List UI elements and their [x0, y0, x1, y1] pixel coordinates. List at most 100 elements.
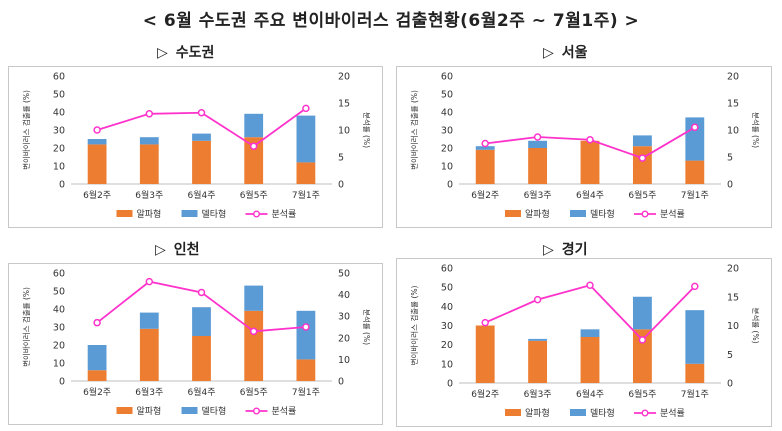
x-tick-label: 6월2주 [471, 189, 499, 201]
y2-tick-label: 30 [338, 312, 350, 323]
y-tick-label: 40 [53, 305, 65, 316]
y2-tick-label: 20 [727, 72, 739, 83]
y-tick-label: 60 [441, 72, 453, 83]
bar-alpha [139, 328, 159, 381]
chart-incheon: 0 10 20 30 40 50 60 0 10 20 30 40 50 변이바이러스 검출률 (%) 분석… [8, 263, 383, 425]
bar-delta [192, 133, 211, 141]
rate-point [638, 154, 647, 162]
x-tick-label: 6월3주 [135, 386, 163, 398]
y2-tick-label: 10 [727, 126, 739, 137]
y2-tick-label: 10 [727, 321, 739, 332]
chart-seoul-svg: 0 10 20 30 40 50 60 0 5 10 15 20 변이바이러스 검출률 (%) 분석률 (… [409, 72, 761, 221]
bar-delta [244, 113, 264, 138]
y-tick-label: 20 [441, 144, 453, 155]
x-tick-label: 6월2주 [83, 386, 111, 398]
y2-tick-label: 5 [727, 153, 733, 164]
x-tick-label: 6월5주 [240, 189, 268, 201]
x-tick-label: 6월3주 [524, 388, 552, 400]
y2-tick-label: 0 [338, 180, 344, 191]
y2-tick-label: 15 [338, 99, 350, 110]
rate-point [533, 295, 542, 304]
y2-tick-label: 5 [338, 153, 344, 164]
bar-delta [244, 285, 264, 311]
legend-label-delta: 델타형 [202, 405, 227, 417]
legend-label-alpha: 알파형 [525, 209, 550, 220]
bar-alpha [87, 370, 107, 381]
legend-point-rate [252, 210, 260, 218]
y2-tick-label: 15 [727, 292, 739, 303]
bar-delta [580, 329, 600, 337]
legend-label-alpha: 알파형 [137, 209, 162, 220]
chart-gyeonggi-svg: 0 10 20 30 40 50 60 0 5 10 15 20 변이바이러스 검출률 (%) 분석률 (… [409, 264, 761, 420]
bar-alpha [528, 148, 548, 184]
x-tick-label: 7월1주 [681, 388, 709, 400]
legend-label-rate: 분석률 [272, 406, 297, 417]
legend-swatch-delta [181, 407, 198, 414]
legend-label-delta: 델타형 [202, 208, 227, 220]
y2-tick-label: 20 [338, 72, 350, 83]
y-axis-label: 변이바이러스 검출률 (%) [21, 287, 31, 367]
y-tick-label: 60 [53, 72, 65, 83]
legend-swatch-delta [181, 210, 198, 217]
y-tick-label: 0 [59, 180, 65, 191]
chart-title: 경기 [561, 242, 588, 258]
panel-title-seoul: ▷ 서울 [543, 42, 588, 62]
y-axis-label: 변이바이러스 검출률 (%) [409, 90, 419, 170]
bar-alpha [296, 359, 316, 381]
x-tick-label: 6월3주 [135, 189, 163, 201]
y-axis-label: 변이바이러스 검출률 (%) [409, 286, 419, 366]
bar-delta [632, 296, 652, 330]
y-tick-label: 20 [53, 341, 65, 352]
legend-swatch-alpha [116, 407, 133, 414]
bar-alpha [192, 140, 211, 184]
rate-point [481, 318, 489, 327]
x-tick-label: 6월4주 [576, 388, 604, 400]
x-tick-label: 6월5주 [628, 388, 656, 400]
x-tick-label: 7월1주 [292, 386, 320, 398]
x-tick-label: 6월5주 [628, 189, 656, 201]
rate-point [691, 282, 699, 291]
y2-axis-label: 분석률 (%) [751, 112, 761, 148]
rate-point [93, 126, 101, 134]
bar-delta [139, 137, 159, 145]
y-tick-label: 30 [441, 126, 453, 137]
legend-label-alpha: 알파형 [525, 408, 550, 419]
legend-swatch-alpha [505, 409, 521, 416]
y-tick-label: 50 [441, 90, 453, 101]
bar-alpha [685, 363, 705, 383]
y-tick-label: 10 [441, 162, 453, 173]
y-tick-label: 40 [441, 108, 453, 119]
x-tick-label: 6월3주 [524, 189, 552, 201]
rate-point [691, 123, 699, 132]
bar-alpha [475, 149, 495, 184]
legend-label-delta: 델타형 [590, 208, 615, 220]
y-tick-label: 20 [441, 340, 453, 351]
chart-capital: 0 10 20 30 40 50 60 0 5 10 15 20 변이바이러스 검출률 (%) 분석률 (… [8, 66, 383, 228]
bar-alpha [632, 329, 652, 383]
x-tick-label: 6월2주 [471, 388, 499, 400]
rate-point [302, 323, 310, 331]
chart-title: 인천 [173, 242, 200, 258]
bar-delta [632, 135, 652, 147]
rate-point [481, 139, 489, 148]
legend-point-rate [252, 407, 260, 415]
y2-tick-label: 40 [338, 290, 350, 301]
y-tick-label: 20 [53, 144, 65, 155]
bar-delta [296, 310, 316, 360]
y-tick-label: 10 [441, 359, 453, 370]
legend-swatch-delta [570, 210, 586, 217]
y2-tick-label: 0 [338, 377, 344, 388]
rate-point [638, 336, 647, 344]
y-tick-label: 0 [447, 180, 453, 191]
rate-point [145, 110, 154, 118]
legend-label-alpha: 알파형 [137, 406, 162, 417]
y-tick-label: 30 [53, 323, 65, 334]
bar-delta [192, 307, 211, 336]
bar-delta [139, 312, 159, 329]
y2-tick-label: 0 [727, 379, 733, 390]
y-tick-label: 50 [53, 90, 65, 101]
legend-label-rate: 분석률 [660, 209, 685, 220]
chart-seoul: 0 10 20 30 40 50 60 0 5 10 15 20 변이바이러스 검출률 (%) 분석률 (… [396, 66, 772, 228]
x-tick-label: 6월5주 [240, 386, 268, 398]
panel-title-capital: ▷ 수도권 [157, 42, 214, 62]
